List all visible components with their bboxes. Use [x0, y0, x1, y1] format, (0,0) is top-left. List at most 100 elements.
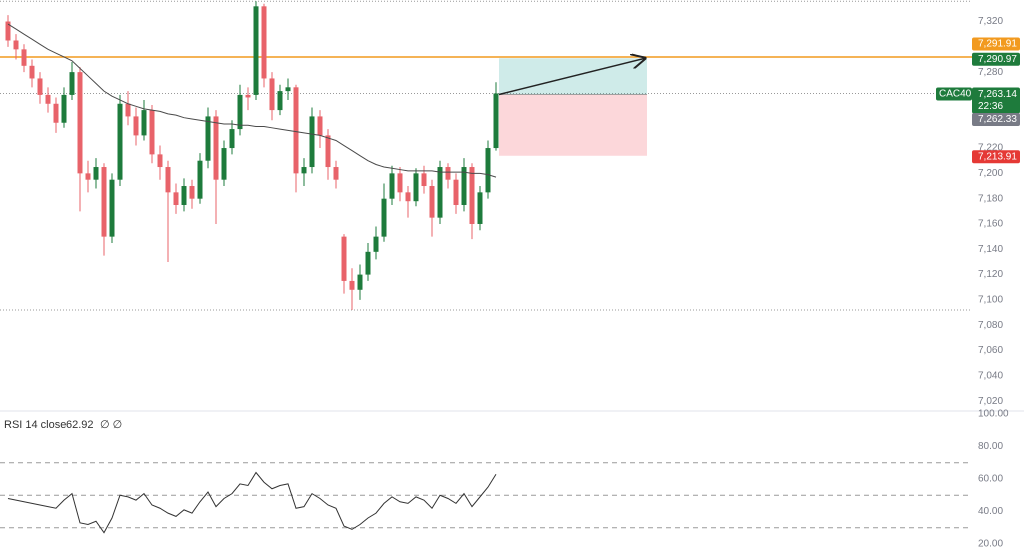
- stop-box: [972, 150, 1020, 164]
- candle-body: [445, 167, 451, 180]
- candle-body: [309, 116, 315, 168]
- candle-body: [13, 40, 19, 50]
- candle-body: [157, 154, 163, 168]
- candle-body: [93, 167, 99, 180]
- projection-arrow: [498, 58, 645, 96]
- y-tick-label: 7,220: [978, 143, 1003, 154]
- candle-body: [245, 94, 251, 98]
- candle-body: [85, 173, 91, 180]
- target-label: 7,290.97: [978, 54, 1017, 65]
- candle-body: [237, 94, 243, 130]
- y-tick-label: 7,140: [978, 244, 1003, 255]
- y-tick-label: 7,080: [978, 320, 1003, 331]
- candle-body: [405, 192, 411, 202]
- candle-body: [77, 72, 83, 174]
- candle-body: [469, 167, 475, 224]
- candle-body: [5, 21, 11, 41]
- candle-body: [229, 129, 235, 149]
- candle-body: [165, 167, 171, 193]
- target-box: [972, 52, 1020, 66]
- candle-body: [461, 167, 467, 205]
- candle-body: [37, 78, 43, 95]
- candle-body: [149, 110, 155, 155]
- y-tick-label: 60.00: [978, 474, 1003, 485]
- candle-body: [213, 116, 219, 180]
- candle-body: [205, 116, 211, 161]
- candle-body: [269, 78, 275, 111]
- candle-body: [477, 192, 483, 224]
- y-tick-label: 7,160: [978, 219, 1003, 230]
- candle-body: [117, 103, 123, 180]
- candle-body: [221, 148, 227, 180]
- candle-body: [333, 167, 339, 180]
- candle-body: [285, 87, 291, 92]
- y-tick-label: 80.00: [978, 441, 1003, 452]
- last-box: [972, 87, 1020, 114]
- candle-body: [197, 160, 203, 199]
- candle-body: [173, 192, 179, 205]
- candle-body: [141, 110, 147, 136]
- y-tick-label: 7,180: [978, 193, 1003, 204]
- candle-body: [453, 179, 459, 205]
- candle-body: [397, 173, 403, 193]
- y-tick-label: 20.00: [978, 539, 1003, 550]
- symbol: CAC40: [939, 89, 972, 100]
- candle-body: [365, 251, 371, 275]
- candle-body: [277, 91, 283, 111]
- candle-body: [373, 236, 379, 252]
- candle-body: [317, 116, 323, 136]
- countdown: 22:36: [978, 101, 1003, 112]
- candle-body: [341, 236, 347, 281]
- candle-body: [261, 6, 267, 79]
- candle-body: [109, 179, 115, 237]
- candle-body: [45, 94, 51, 104]
- candle-body: [485, 148, 491, 193]
- candle-body: [181, 186, 187, 205]
- candle-body: [421, 173, 427, 187]
- rsi-title: RSI 14 close: [4, 419, 66, 431]
- y-tick-label: 40.00: [978, 506, 1003, 517]
- y-tick-label: 7,040: [978, 370, 1003, 381]
- candle-body: [21, 49, 27, 66]
- candle-body: [61, 94, 67, 123]
- candle-body: [301, 167, 307, 174]
- candle-body: [381, 198, 387, 237]
- candle-body: [253, 6, 259, 95]
- candle-body: [413, 173, 419, 202]
- rsi-line: [7, 471, 497, 534]
- y-tick-label: 7,020: [978, 396, 1003, 407]
- candle-body: [325, 135, 331, 168]
- y-tick-label: 7,060: [978, 345, 1003, 356]
- candle-body: [293, 87, 299, 174]
- moving-average: [7, 23, 497, 178]
- candle-body: [53, 103, 59, 123]
- y-tick-label: 7,280: [978, 67, 1003, 78]
- rsi-extra: ∅ ∅: [100, 419, 122, 431]
- rsi-value: 62.92: [66, 419, 94, 431]
- level-label: 7,291.91: [978, 39, 1017, 50]
- candle-body: [69, 72, 75, 95]
- candle-body: [389, 173, 395, 199]
- candle-body: [493, 93, 499, 149]
- loss-zone: [499, 94, 647, 156]
- last-price-label: 7,263.14: [978, 89, 1017, 100]
- stop-label: 7,213.91: [978, 151, 1017, 162]
- y-tick-label: 7,200: [978, 168, 1003, 179]
- candle-body: [133, 116, 139, 136]
- y-tick-label: 7,320: [978, 16, 1003, 27]
- candle-body: [349, 280, 355, 290]
- symbol-box: [936, 87, 972, 101]
- level-box: [972, 37, 1020, 51]
- candle-body: [125, 103, 131, 117]
- entry-box: [972, 112, 1020, 126]
- candle-body: [189, 186, 195, 199]
- candle-body: [429, 186, 435, 218]
- candle-body: [29, 65, 35, 79]
- y-tick-label: 7,100: [978, 295, 1003, 306]
- candle-body: [101, 167, 107, 237]
- entry-label: 7,262.33: [978, 114, 1017, 125]
- candle-body: [437, 167, 443, 218]
- candle-body: [357, 274, 363, 290]
